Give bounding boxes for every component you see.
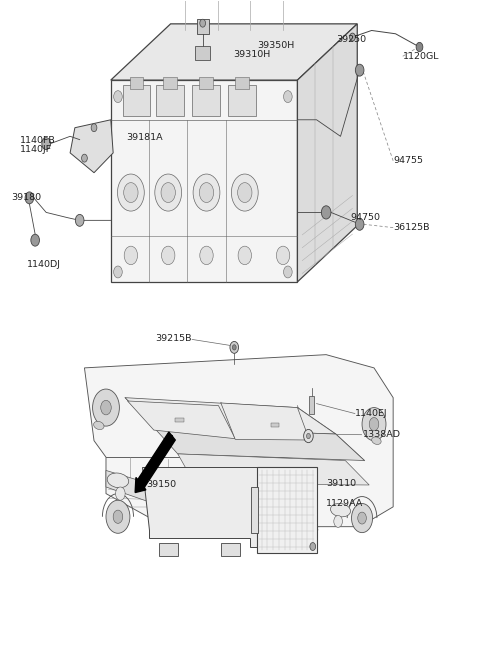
Circle shape <box>358 512 366 524</box>
Bar <box>175 418 184 422</box>
Polygon shape <box>106 471 182 513</box>
Text: 39310H: 39310H <box>233 50 270 60</box>
Text: 1140JF: 1140JF <box>20 145 52 154</box>
Bar <box>310 396 314 414</box>
Text: 1140EJ: 1140EJ <box>355 409 387 418</box>
Polygon shape <box>70 120 113 173</box>
Circle shape <box>161 182 175 202</box>
Text: 39150: 39150 <box>147 481 177 489</box>
Circle shape <box>93 389 120 426</box>
Circle shape <box>118 174 144 211</box>
Circle shape <box>307 434 311 439</box>
Bar <box>271 423 279 427</box>
Circle shape <box>230 341 239 353</box>
Circle shape <box>369 418 379 431</box>
Circle shape <box>25 192 34 204</box>
Circle shape <box>334 515 342 527</box>
Bar <box>195 46 210 60</box>
Bar <box>130 77 144 89</box>
Polygon shape <box>128 401 235 439</box>
Text: 39110: 39110 <box>326 479 356 488</box>
Bar <box>221 543 240 556</box>
Circle shape <box>113 510 123 523</box>
Text: 1129AA: 1129AA <box>326 499 363 508</box>
Circle shape <box>42 138 50 150</box>
Circle shape <box>116 487 125 500</box>
Circle shape <box>355 218 364 230</box>
Polygon shape <box>298 24 357 282</box>
Bar <box>197 19 209 34</box>
Polygon shape <box>111 24 357 80</box>
Polygon shape <box>156 86 184 117</box>
Circle shape <box>284 91 292 103</box>
Circle shape <box>114 266 122 278</box>
Circle shape <box>161 246 175 265</box>
Polygon shape <box>221 403 310 440</box>
Circle shape <box>238 182 252 202</box>
Text: 39181A: 39181A <box>126 133 163 142</box>
Bar <box>163 77 177 89</box>
Ellipse shape <box>372 437 381 444</box>
Bar <box>235 77 249 89</box>
Text: 39350H: 39350H <box>257 41 294 50</box>
Circle shape <box>155 174 181 211</box>
Polygon shape <box>154 428 364 461</box>
Circle shape <box>193 174 220 211</box>
Bar <box>199 77 213 89</box>
Circle shape <box>362 408 386 441</box>
Text: 39250: 39250 <box>336 34 366 44</box>
Circle shape <box>114 91 122 103</box>
Polygon shape <box>178 454 369 485</box>
Bar <box>257 467 317 553</box>
Circle shape <box>284 266 292 278</box>
Circle shape <box>101 400 111 415</box>
Ellipse shape <box>107 473 129 488</box>
Ellipse shape <box>94 422 104 430</box>
Bar <box>251 487 258 533</box>
Circle shape <box>238 246 252 265</box>
Text: 1120GL: 1120GL <box>403 52 439 61</box>
Circle shape <box>322 206 331 219</box>
Polygon shape <box>142 467 262 546</box>
Circle shape <box>200 19 205 27</box>
Circle shape <box>75 214 84 226</box>
Circle shape <box>124 182 138 202</box>
Text: 39215B: 39215B <box>156 334 192 343</box>
Bar <box>158 543 178 556</box>
Circle shape <box>31 234 39 246</box>
Polygon shape <box>125 398 336 434</box>
Text: 94755: 94755 <box>393 156 423 165</box>
Circle shape <box>355 64 364 76</box>
Circle shape <box>124 246 138 265</box>
Text: 1338AD: 1338AD <box>362 430 400 439</box>
Circle shape <box>231 174 258 211</box>
Text: 1140FB: 1140FB <box>20 137 56 145</box>
Text: 1140DJ: 1140DJ <box>27 260 61 269</box>
Polygon shape <box>111 80 298 282</box>
Polygon shape <box>192 86 220 117</box>
Text: 39180: 39180 <box>11 194 41 202</box>
Circle shape <box>276 246 290 265</box>
Circle shape <box>106 500 130 533</box>
Polygon shape <box>228 86 256 117</box>
Circle shape <box>351 503 372 532</box>
Circle shape <box>304 430 313 443</box>
Polygon shape <box>84 355 393 526</box>
Circle shape <box>91 124 97 132</box>
Text: 36125B: 36125B <box>393 223 430 232</box>
Circle shape <box>82 154 87 162</box>
Ellipse shape <box>331 503 350 517</box>
Circle shape <box>349 33 355 41</box>
Polygon shape <box>123 86 151 117</box>
Circle shape <box>199 182 214 202</box>
Circle shape <box>200 246 213 265</box>
Text: 94750: 94750 <box>350 213 380 222</box>
Circle shape <box>232 345 236 350</box>
FancyArrow shape <box>135 432 175 493</box>
Circle shape <box>310 542 316 550</box>
Circle shape <box>416 42 423 52</box>
